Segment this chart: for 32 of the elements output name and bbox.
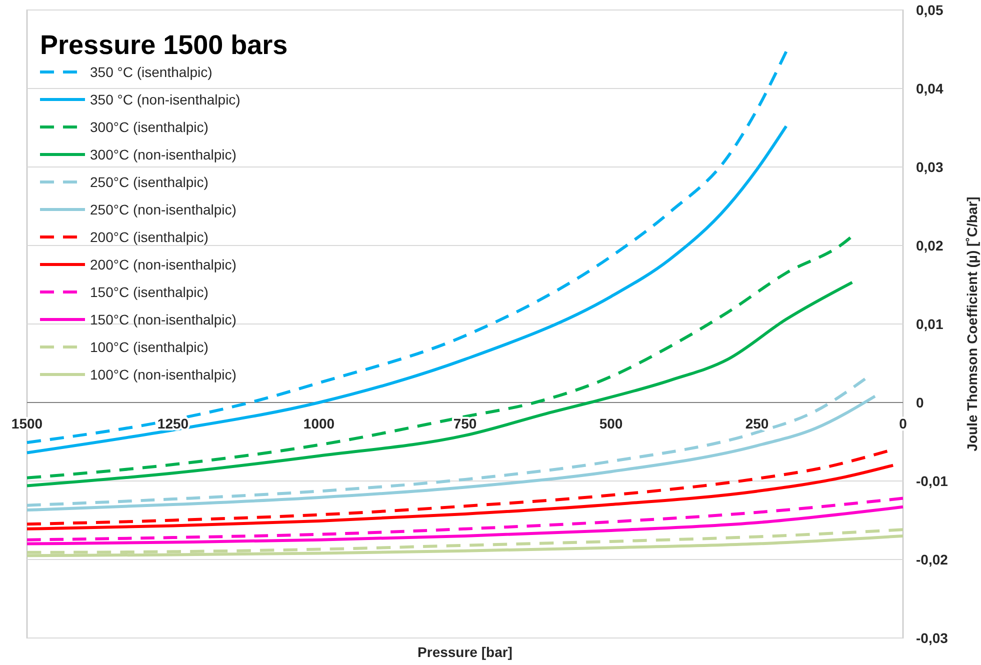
x-axis-title: Pressure [bar] <box>418 644 512 660</box>
x-tick-label: 500 <box>599 416 623 432</box>
text: Pressure 1500 bars <box>40 30 288 60</box>
y-axis-title: Joule Thomson Coefficient (µ) [˚C/bar] <box>964 196 980 452</box>
legend-label: 250°C (non-isenthalpic) <box>90 202 236 218</box>
y-tick-label: -0,03 <box>916 630 948 646</box>
line-series <box>26 496 904 542</box>
y-tick-label: 0 <box>916 394 924 410</box>
legend-label: 350 °C (non-isenthalpic) <box>90 92 240 108</box>
y-tick-label: 0,04 <box>916 80 944 96</box>
legend-label: 300°C (isenthalpic) <box>90 119 208 135</box>
legend-label: 250°C (isenthalpic) <box>90 174 208 190</box>
y-tick-label: 0,02 <box>916 238 944 254</box>
x-tick-label: 1500 <box>11 416 43 432</box>
y-tick-label: -0,02 <box>916 552 948 568</box>
legend-label: 200°C (isenthalpic) <box>90 229 208 245</box>
legend-label: 300°C (non-isenthalpic) <box>90 146 236 162</box>
line-series <box>26 528 904 554</box>
y-tick-label: 0,05 <box>916 2 944 18</box>
y-tick-label: 0,03 <box>916 159 944 175</box>
legend-label: 150°C (isenthalpic) <box>90 284 208 300</box>
legend-label: 350 °C (isenthalpic) <box>90 64 212 80</box>
legend-label: 100°C (non-isenthalpic) <box>90 366 236 382</box>
y-tick-label: -0,01 <box>916 473 948 489</box>
x-tick-label: 1000 <box>303 416 335 432</box>
legend-label: 100°C (isenthalpic) <box>90 339 208 355</box>
x-tick-label: 0 <box>899 416 908 432</box>
y-tick-label: 0,01 <box>916 316 944 332</box>
x-tick-label: 250 <box>745 416 769 432</box>
x-tick-label: 750 <box>453 416 477 432</box>
legend-label: 150°C (non-isenthalpic) <box>90 312 236 328</box>
legend-label: 200°C (non-isenthalpic) <box>90 256 236 272</box>
